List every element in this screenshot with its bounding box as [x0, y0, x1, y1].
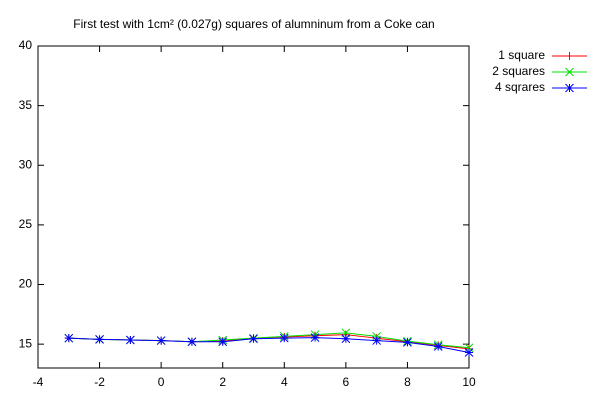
x-tick-label: 4 [281, 375, 288, 389]
marker [249, 334, 258, 344]
marker [372, 332, 381, 341]
marker [565, 67, 574, 77]
x-tick-label: -2 [94, 375, 105, 389]
marker [464, 348, 474, 357]
marker [95, 335, 104, 344]
marker [279, 333, 289, 343]
marker [341, 334, 351, 344]
y-tick-label: 30 [19, 157, 33, 171]
x-tick-label: 2 [219, 375, 226, 389]
x-tick-label: 6 [343, 375, 350, 389]
y-tick-label: 15 [19, 336, 33, 350]
x-tick-label: -4 [33, 375, 44, 389]
marker [565, 52, 574, 60]
y-tick-label: 40 [19, 38, 33, 52]
marker [156, 336, 166, 345]
marker [310, 333, 320, 342]
marker [403, 338, 412, 347]
y-tick-label: 20 [19, 277, 33, 291]
marker [565, 83, 574, 93]
marker [372, 336, 381, 345]
plot-border [37, 45, 470, 369]
legend-label: 4 sqrares [495, 80, 545, 94]
x-tick-label: 8 [404, 375, 411, 389]
legend-label: 2 squares [492, 64, 545, 78]
legend-label: 1 square [498, 48, 545, 62]
marker [433, 342, 443, 351]
chart-title: First test with 1cm² (0.027g) squares of… [73, 17, 434, 31]
marker [187, 337, 197, 347]
y-tick-label: 35 [19, 98, 33, 112]
x-tick-label: 0 [158, 375, 165, 389]
series-line [68, 337, 470, 353]
marker [126, 335, 135, 345]
y-tick-label: 25 [19, 217, 33, 231]
marker [64, 333, 74, 343]
marker [218, 337, 228, 347]
x-tick-label: 10 [462, 375, 476, 389]
